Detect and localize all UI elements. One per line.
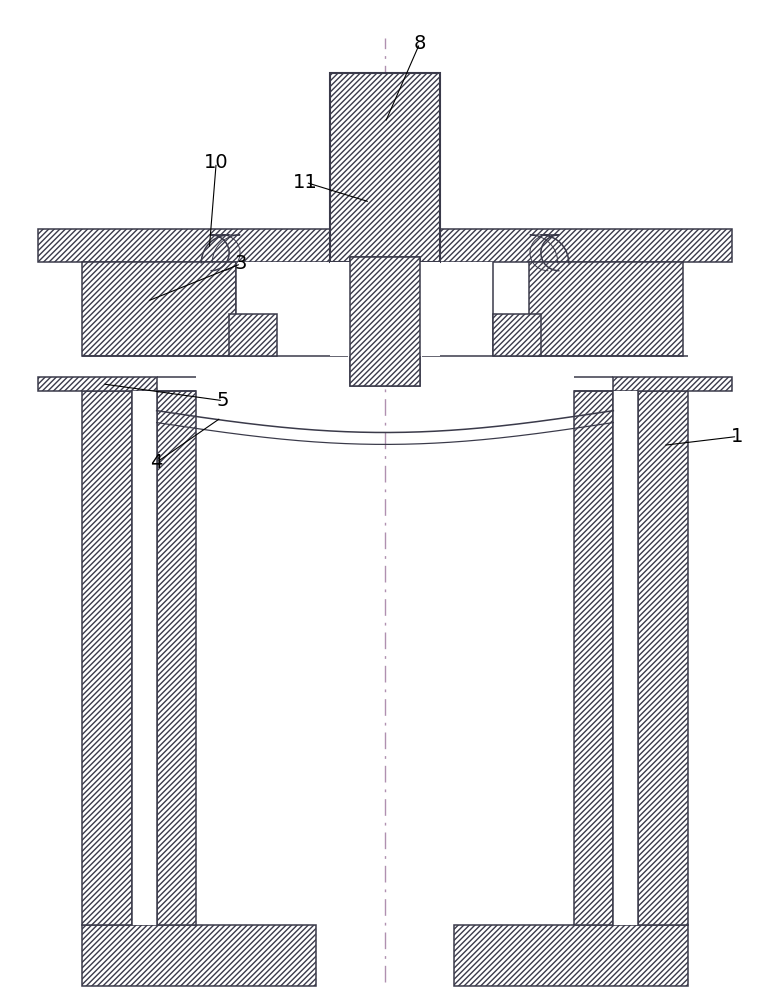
Text: 5: 5: [217, 391, 229, 410]
Bar: [330, 73, 440, 262]
Bar: [494, 314, 541, 356]
Bar: [38, 377, 156, 391]
Bar: [638, 391, 688, 925]
Text: 10: 10: [204, 153, 229, 172]
Bar: [529, 262, 683, 356]
Bar: [420, 262, 440, 356]
Text: 11: 11: [293, 173, 318, 192]
Bar: [38, 229, 732, 262]
Bar: [156, 391, 196, 925]
Bar: [574, 391, 614, 925]
Text: 3: 3: [235, 254, 247, 273]
Bar: [350, 257, 420, 386]
Bar: [614, 377, 732, 391]
Bar: [229, 314, 276, 356]
Text: 4: 4: [150, 453, 162, 472]
Bar: [82, 391, 132, 925]
Bar: [454, 925, 688, 986]
Bar: [330, 262, 350, 356]
Bar: [82, 925, 316, 986]
Bar: [132, 391, 156, 925]
Text: 1: 1: [732, 427, 744, 446]
Bar: [351, 258, 419, 385]
Bar: [350, 257, 420, 386]
Text: 8: 8: [413, 34, 426, 53]
Bar: [236, 262, 494, 356]
Bar: [82, 262, 236, 356]
Bar: [614, 391, 638, 925]
